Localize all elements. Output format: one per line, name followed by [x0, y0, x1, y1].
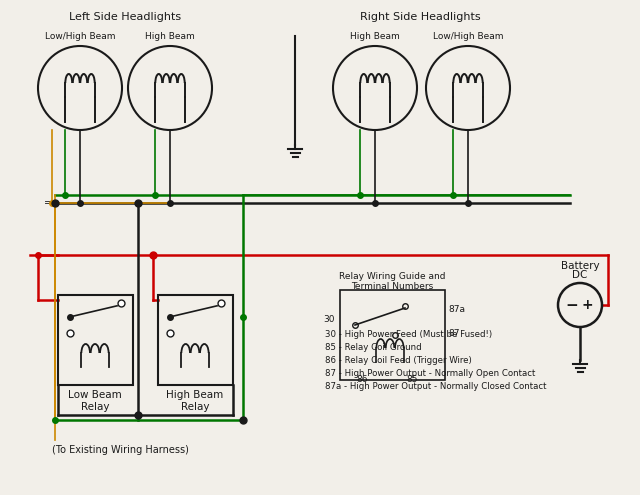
Text: High Beam
Relay: High Beam Relay: [166, 390, 223, 412]
Text: Left Side Headlights: Left Side Headlights: [69, 12, 181, 22]
Text: Low/High Beam: Low/High Beam: [45, 32, 115, 41]
Text: High Beam: High Beam: [350, 32, 400, 41]
Bar: [340, 290, 445, 380]
Text: High Beam: High Beam: [145, 32, 195, 41]
Text: Terminal Numbers: Terminal Numbers: [351, 282, 434, 291]
Text: Battery: Battery: [561, 261, 599, 271]
Text: DC: DC: [572, 270, 588, 280]
Text: 85: 85: [406, 375, 418, 384]
Bar: [157, 295, 232, 385]
Text: 87 - High Power Output - Normally Open Contact: 87 - High Power Output - Normally Open C…: [325, 369, 536, 378]
Text: 87: 87: [448, 329, 460, 338]
Bar: [58, 295, 132, 385]
Text: 85 - Relay Coil Ground: 85 - Relay Coil Ground: [325, 343, 422, 352]
Text: Right Side Headlights: Right Side Headlights: [360, 12, 480, 22]
Text: 86: 86: [356, 375, 368, 384]
Text: Relay Wiring Guide and: Relay Wiring Guide and: [339, 272, 445, 281]
Text: Low Beam
Relay: Low Beam Relay: [68, 390, 122, 412]
Text: 30 - High Power Feed (Must be Fused!): 30 - High Power Feed (Must be Fused!): [325, 330, 492, 339]
Text: Low/High Beam: Low/High Beam: [433, 32, 503, 41]
Text: +: +: [581, 298, 593, 312]
Text: 30: 30: [323, 315, 335, 325]
Text: 87a - High Power Output - Normally Closed Contact: 87a - High Power Output - Normally Close…: [325, 382, 547, 391]
Text: 86 - Relay Coil Feed (Trigger Wire): 86 - Relay Coil Feed (Trigger Wire): [325, 356, 472, 365]
Text: (To Existing Wiring Harness): (To Existing Wiring Harness): [52, 445, 188, 455]
Text: 87a: 87a: [448, 305, 465, 314]
Text: =: =: [44, 198, 52, 208]
Text: −: −: [566, 297, 579, 312]
